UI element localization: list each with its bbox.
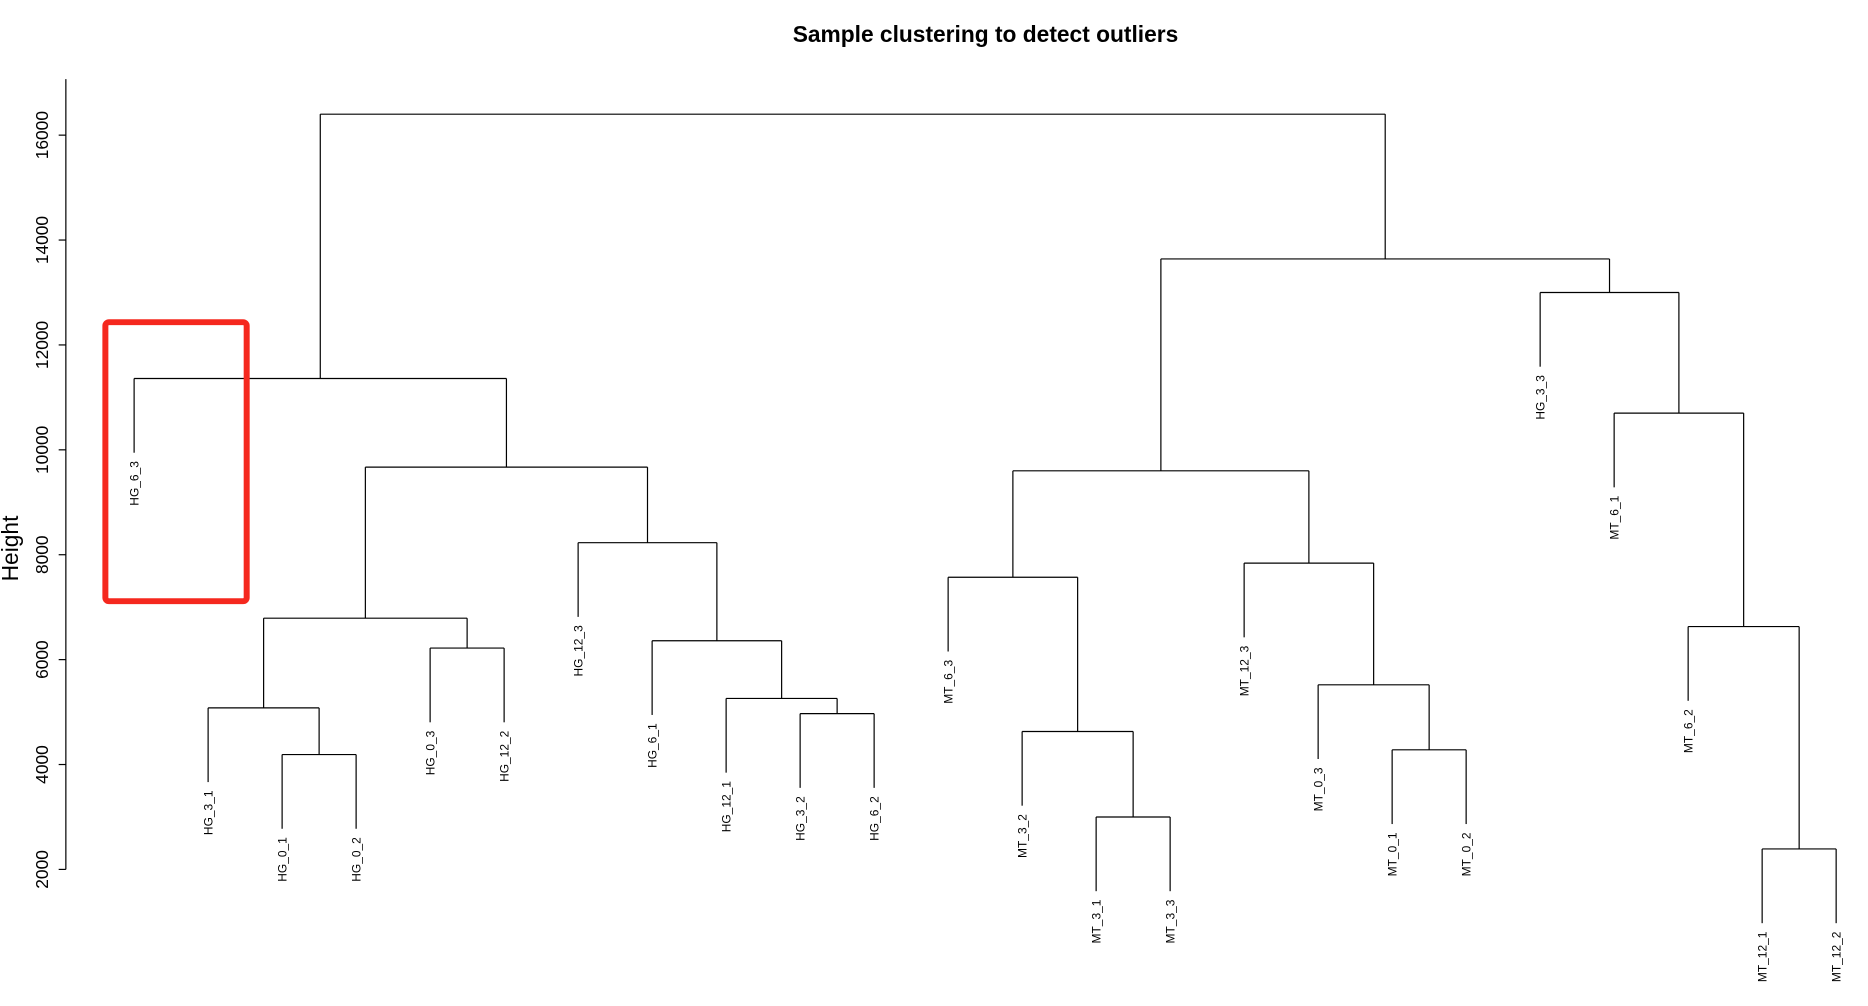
outlier-highlight-box: [102, 319, 250, 605]
leaf-label-hg-12-2: HG_12_2: [497, 730, 511, 782]
leaf-labels: HG_6_3 HG_3_1 HG_0_1 HG_0_2 HG_0_3 HG_12_2 HG_…: [127, 375, 1843, 982]
y-axis: 2000 4000 6000 8000 10000 12000 14000 16000: [32, 79, 67, 889]
y-tick-label: 8000: [32, 535, 52, 574]
leaf-label-mt-6-2: MT_6_2: [1681, 709, 1695, 753]
leaf-label-mt-12-3: MT_12_3: [1237, 645, 1251, 696]
leaf-label-hg-6-3: HG_6_3: [127, 461, 141, 506]
y-tick-label: 2000: [32, 850, 52, 889]
leaf-label-hg-0-2: HG_0_2: [349, 837, 363, 882]
leaf-label-hg-3-3: HG_3_3: [1533, 375, 1547, 420]
leaf-label-hg-0-1: HG_0_1: [275, 837, 289, 882]
leaf-label-mt-0-3: MT_0_3: [1311, 767, 1325, 811]
leaf-label-mt-0-1: MT_0_1: [1385, 832, 1399, 876]
y-axis-label: Height: [0, 515, 23, 581]
leaf-label-mt-3-1: MT_3_1: [1089, 899, 1103, 943]
leaf-label-hg-0-3: HG_0_3: [423, 730, 437, 775]
y-tick-label: 12000: [32, 321, 52, 369]
dendrogram-tree: [133, 113, 1837, 924]
leaf-label-mt-6-1: MT_6_1: [1607, 495, 1621, 539]
leaf-label-mt-12-1: MT_12_1: [1755, 931, 1769, 982]
leaf-label-hg-3-2: HG_3_2: [793, 796, 807, 841]
leaf-label-hg-3-1: HG_3_1: [201, 790, 215, 835]
chart-title: Sample clustering to detect outliers: [793, 21, 1179, 47]
leaf-label-mt-3-2: MT_3_2: [1015, 814, 1029, 858]
leaf-label-hg-6-1: HG_6_1: [645, 723, 659, 768]
y-tick-label: 14000: [32, 216, 52, 264]
leaf-label-mt-12-2: MT_12_2: [1829, 931, 1843, 982]
y-tick-label: 6000: [32, 640, 52, 679]
y-tick-label: 16000: [32, 111, 52, 159]
leaf-label-hg-12-3: HG_12_3: [571, 625, 585, 677]
leaf-label-hg-12-1: HG_12_1: [719, 781, 733, 833]
y-tick-label: 10000: [32, 426, 52, 474]
leaf-label-mt-3-3: MT_3_3: [1163, 899, 1177, 943]
leaf-label-hg-6-2: HG_6_2: [867, 796, 881, 841]
leaf-label-mt-6-3: MT_6_3: [941, 660, 955, 704]
leaf-label-mt-0-2: MT_0_2: [1459, 832, 1473, 876]
y-tick-label: 4000: [32, 745, 52, 784]
